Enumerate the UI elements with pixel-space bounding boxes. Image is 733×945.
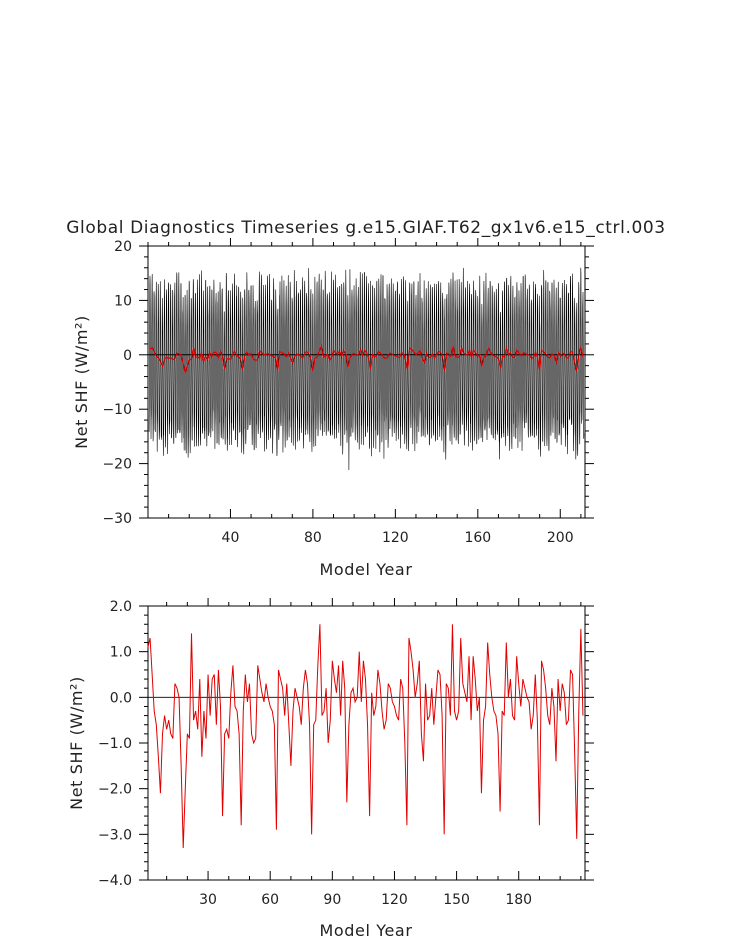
annual-y-tick-label: 0.0 [110,690,132,706]
annual-x-tick-label: 90 [323,892,341,908]
monthly-plot-frame [147,245,586,519]
annual-x-tick-label: 60 [261,892,279,908]
monthly-x-tick-label: 80 [304,530,322,546]
monthly-y-ticks: −30 −20 −10 0 10 20 [102,239,594,527]
monthly-y-axis-label: Net SHF (W/m²) [72,315,91,449]
monthly-series [148,267,585,471]
monthly-x-tick-label: 120 [382,530,409,546]
monthly-y-tick-label: 10 [114,293,132,309]
annual-x-ticks: 30 60 90 120 150 180 [166,598,582,908]
monthly-y-tick-label: −20 [102,457,132,473]
annual-series [147,624,584,849]
annual-x-axis-label: Model Year [320,921,413,940]
annual-y-tick-label: 2.0 [110,599,132,615]
annual-x-tick-label: 120 [381,892,408,908]
annual-y-tick-label: −3.0 [98,827,132,843]
annual-x-tick-label: 30 [199,892,217,908]
annual-y-tick-label: 1.0 [110,645,132,661]
annual-chart-panel: 30 60 90 120 150 180 −4.0 −3.0 −2.0 −1.0 0.0 1.0 2.… [67,598,594,940]
monthly-x-ticks: 40 80 120 160 200 [147,238,582,546]
monthly-x-tick-label: 200 [547,530,574,546]
monthly-x-axis-label: Model Year [320,560,413,579]
monthly-y-tick-label: 20 [114,239,132,255]
annual-plot-frame [147,605,586,881]
monthly-x-tick-label: 160 [464,530,491,546]
annual-y-tick-label: −1.0 [98,736,132,752]
monthly-y-tick-label: −10 [102,402,132,418]
annual-y-axis-label: Net SHF (W/m²) [67,676,86,810]
annual-y-ticks: −4.0 −3.0 −2.0 −1.0 0.0 1.0 2.0 [98,599,594,889]
chart-title: Global Diagnostics Timeseries g.e15.GIAF… [66,218,665,238]
annual-series-line [147,624,584,849]
annual-y-tick-label: −2.0 [98,782,132,798]
monthly-series-line [148,267,585,471]
annual-overlay-series [149,344,584,373]
monthly-y-tick-label: 0 [123,348,132,364]
annual-y-tick-label: −4.0 [98,873,132,889]
monthly-x-tick-label: 40 [222,530,240,546]
annual-x-tick-label: 150 [443,892,470,908]
annual-x-tick-label: 180 [505,892,532,908]
monthly-y-tick-label: −30 [102,511,132,527]
annual-overlay-line [149,344,584,373]
